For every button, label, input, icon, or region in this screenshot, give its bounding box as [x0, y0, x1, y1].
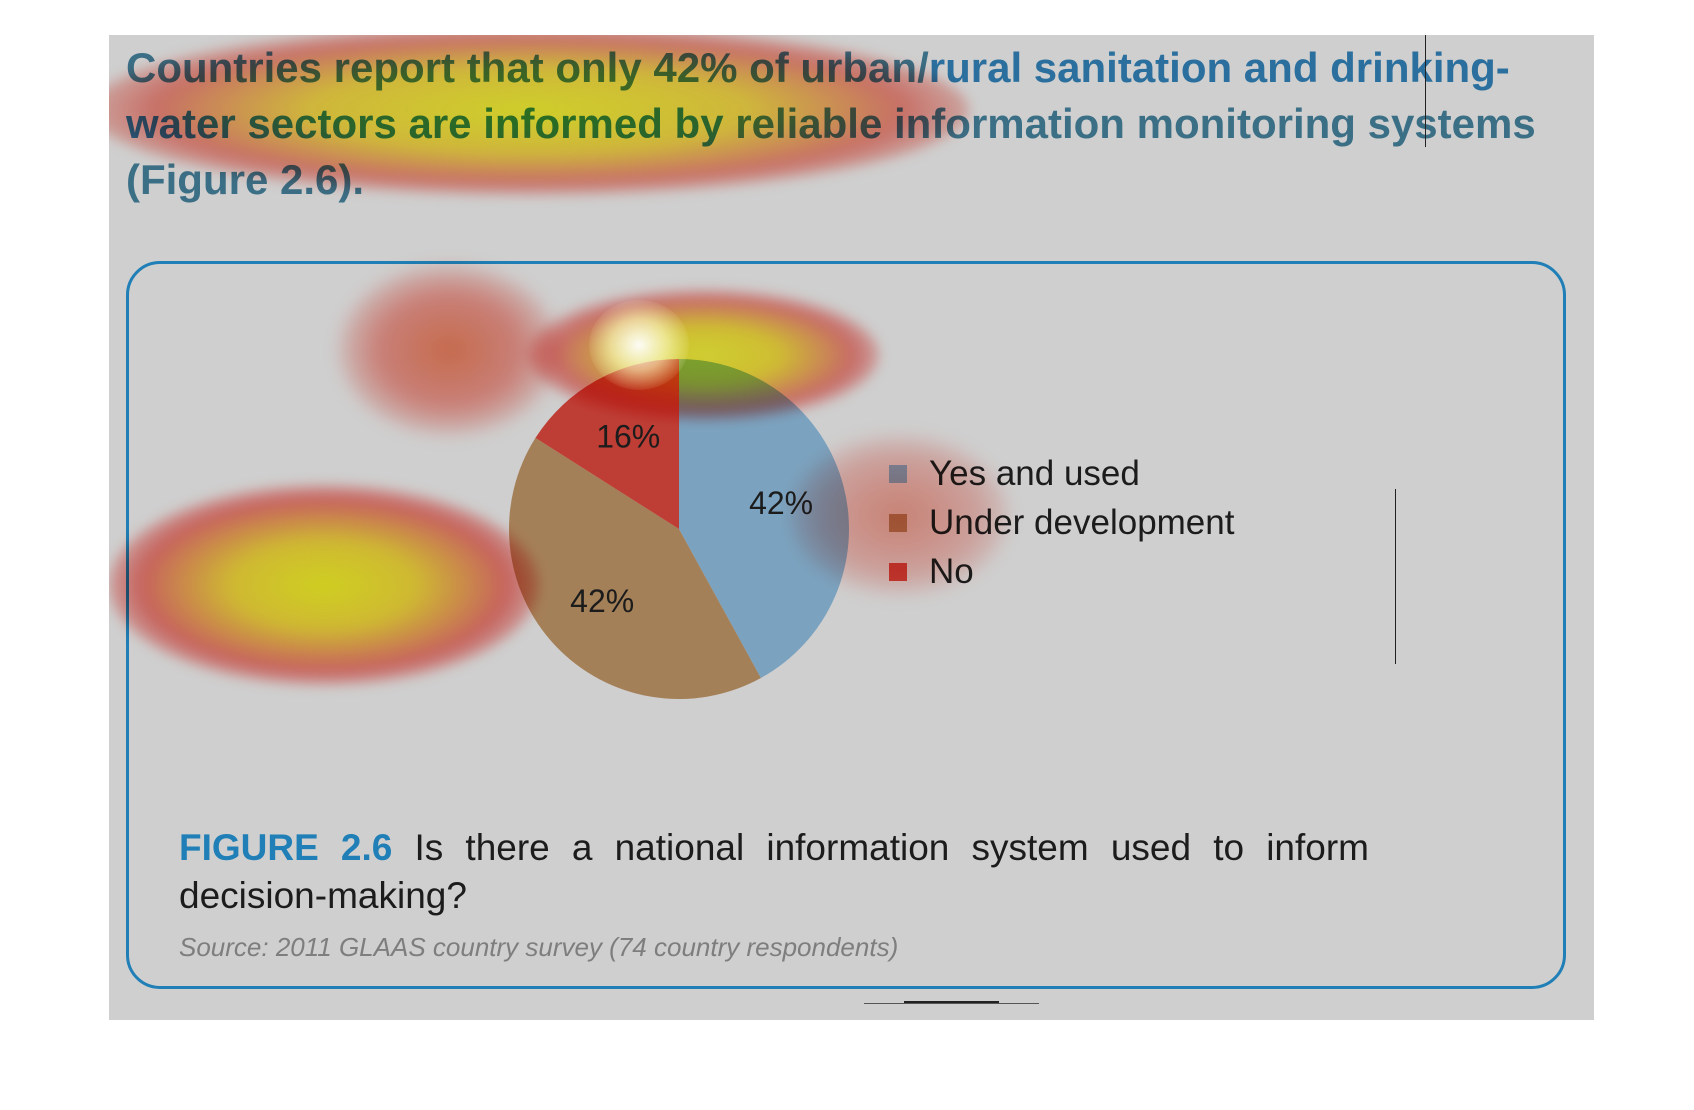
pie-label-under-development: 42% [570, 583, 634, 619]
legend-item-yes: Yes and used [889, 449, 1234, 498]
figure-number: FIGURE 2.6 [179, 827, 393, 868]
figure-caption: FIGURE 2.6 Is there a national informati… [179, 824, 1369, 920]
figure-question: Is there a national information system u… [179, 827, 1369, 916]
figure-source: Source: 2011 GLAAS country survey (74 co… [179, 932, 899, 962]
figure-card: 42% 42% 16% Yes and used Under development… [126, 261, 1566, 989]
legend-swatch-under-development [889, 513, 907, 532]
legend-item-under-development: Under development [889, 498, 1234, 547]
headline-part-1: Countries report that only 42% of urban/ [126, 44, 929, 91]
legend-item-no: No [889, 547, 1234, 596]
legend-label-yes: Yes and used [929, 453, 1140, 493]
chart-legend: Yes and used Under development No [889, 449, 1234, 596]
pie-chart: 42% 42% 16% [509, 359, 850, 699]
pie-slice-under-development [509, 437, 761, 699]
legend-rule [1395, 489, 1396, 664]
bottom-rule [864, 1003, 1039, 1004]
vertical-rule [1425, 35, 1426, 147]
legend-label-no: No [929, 551, 974, 591]
legend-label-under-development: Under development [929, 502, 1235, 542]
bottom-rule-dark [904, 1001, 999, 1003]
pie-label-yes-and-used: 42% [749, 485, 813, 521]
figure-page: Countries report that only 42% of urban/… [109, 35, 1594, 1020]
legend-swatch-yes [889, 464, 907, 483]
headline: Countries report that only 42% of urban/… [126, 40, 1546, 208]
legend-swatch-no [889, 562, 907, 581]
pie-label-no: 16% [596, 419, 660, 455]
